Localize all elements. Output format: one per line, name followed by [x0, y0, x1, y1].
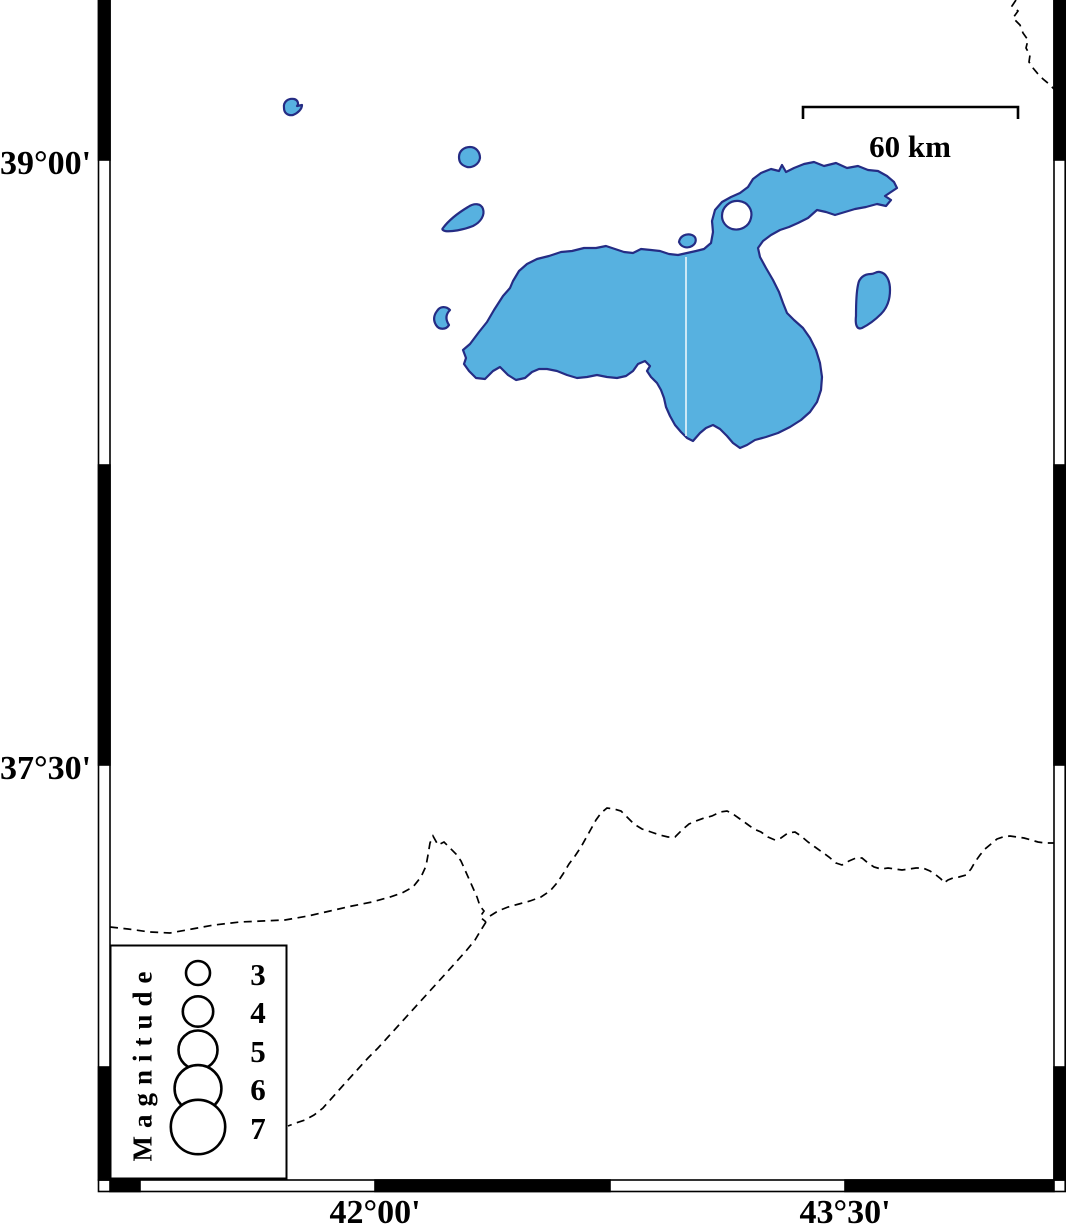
- frame-segment: [374, 1179, 611, 1193]
- border-west-segment: [109, 834, 487, 934]
- magnitude-circle-4: [181, 994, 215, 1028]
- legend-value-6: 6: [250, 1072, 266, 1107]
- small-lake-5: [677, 233, 697, 249]
- legend-value-5: 5: [250, 1034, 266, 1069]
- border-southwest-segment: [287, 921, 487, 1127]
- border-lines: [109, 0, 1055, 1127]
- lat-tick-label-39-00: 39°00': [0, 145, 92, 182]
- lat-tick-label-37-30: 37°30': [0, 750, 92, 787]
- border-topright-squiggle: [1010, 0, 1055, 90]
- map-frame: [97, 0, 1066, 1193]
- legend-value-7: 7: [250, 1111, 266, 1146]
- small-lake-2: [457, 145, 482, 169]
- legend-value-3: 3: [250, 957, 266, 992]
- frame-segment: [1053, 0, 1066, 161]
- legend-title: Magnitude: [127, 963, 158, 1162]
- frame-segment: [97, 0, 111, 161]
- lake-van: [461, 160, 899, 450]
- frame-segment: [1053, 1066, 1066, 1181]
- lake-van-hook-land: [720, 199, 753, 231]
- small-lake-4: [433, 306, 452, 330]
- magnitude-legend: [109, 944, 288, 1180]
- magnitude-circle-7: [169, 1098, 227, 1156]
- frame-segment: [844, 1179, 1055, 1193]
- legend-value-4: 4: [250, 995, 266, 1030]
- frame-segment: [109, 1179, 141, 1193]
- lakes: [282, 97, 899, 450]
- lon-tick-label-42-00: 42°00': [329, 1194, 421, 1229]
- border-east-segment: [489, 807, 1054, 917]
- frame-segment: [1053, 464, 1066, 766]
- scale-bar-label: 60 km: [869, 129, 951, 164]
- frame-segment: [97, 1066, 111, 1181]
- small-lake-3: [441, 203, 485, 233]
- lake-ercek: [854, 270, 892, 330]
- small-lake-1: [282, 97, 304, 117]
- frame-segment: [97, 464, 111, 766]
- magnitude-circle-5: [177, 1029, 219, 1071]
- magnitude-circle-3: [184, 959, 212, 987]
- lon-tick-label-43-30: 43°30': [799, 1194, 891, 1229]
- scale-bar: [801, 105, 1020, 119]
